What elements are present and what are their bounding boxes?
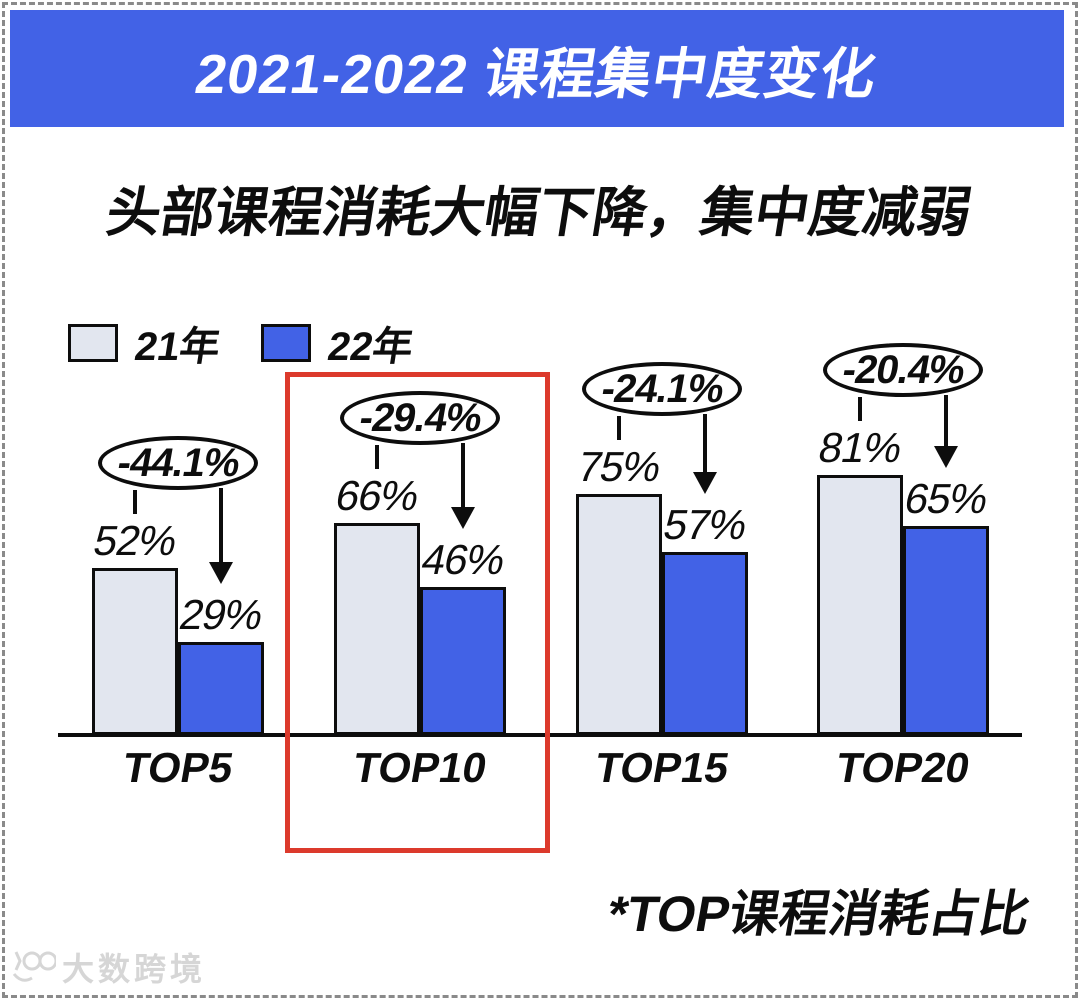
leader-line (133, 490, 137, 514)
value-label-22-top15: 57% (659, 501, 751, 548)
value-label-22-top5: 29% (175, 591, 267, 638)
bar-21-top15 (576, 494, 662, 735)
title-banner: 2021-2022 课程集中度变化 (10, 10, 1064, 127)
change-badge-top10: -29.4% (340, 391, 500, 445)
page-title: 2021-2022 课程集中度变化 (191, 42, 882, 105)
arrow-shaft (219, 488, 223, 562)
watermark: 大数跨境 (12, 944, 206, 990)
leader-line (375, 445, 379, 469)
category-label-top5: TOP5 (119, 744, 237, 791)
arrow-down-icon (451, 507, 475, 529)
watermark-logo-icon (12, 951, 56, 982)
value-label-22-top20: 65% (900, 475, 992, 522)
leader-line (858, 397, 862, 421)
legend-swatch-2021 (68, 324, 118, 362)
arrow-down-icon (693, 472, 717, 494)
bar-22-top15 (662, 552, 748, 735)
change-badge-value: -24.1% (597, 366, 727, 411)
legend-item-2021: 21年 (68, 314, 223, 372)
chart-footnote: *TOP课程消耗占比 (603, 886, 1035, 942)
watermark-text: 大数跨境 (62, 951, 207, 987)
arrow-shaft (461, 443, 465, 507)
x-axis-line (58, 733, 1022, 737)
legend-swatch-2022 (260, 324, 311, 362)
bar-22-top5 (178, 642, 264, 735)
value-label-21-top15: 75% (573, 443, 665, 490)
change-badge-value: -44.1% (113, 440, 243, 485)
chart-subtitle: 头部课程消耗大幅下降，集中度减弱 (102, 183, 976, 243)
chart-legend: 21年 22年 (68, 314, 453, 372)
arrow-down-icon (209, 562, 233, 584)
category-label-top20: TOP20 (832, 744, 974, 791)
bar-22-top20 (903, 526, 989, 735)
legend-label-2022: 22年 (324, 325, 416, 369)
leader-line (617, 416, 621, 440)
change-badge-top15: -24.1% (582, 362, 742, 416)
value-label-21-top5: 52% (89, 517, 181, 564)
category-label-top15: TOP15 (591, 744, 733, 791)
change-badge-top20: -20.4% (823, 343, 983, 397)
bar-21-top10 (334, 523, 420, 735)
value-label-21-top20: 81% (814, 424, 906, 471)
arrow-shaft (944, 395, 948, 446)
highlight-box-top10 (285, 372, 550, 853)
arrow-down-icon (934, 446, 958, 468)
legend-label-2021: 21年 (131, 325, 224, 369)
change-badge-value: -20.4% (838, 347, 968, 392)
bar-21-top20 (817, 475, 903, 735)
bar-21-top5 (92, 568, 178, 735)
bar-22-top10 (420, 587, 506, 735)
arrow-shaft (703, 414, 707, 472)
change-badge-top5: -44.1% (98, 436, 258, 490)
legend-item-2022: 22年 (260, 314, 416, 372)
